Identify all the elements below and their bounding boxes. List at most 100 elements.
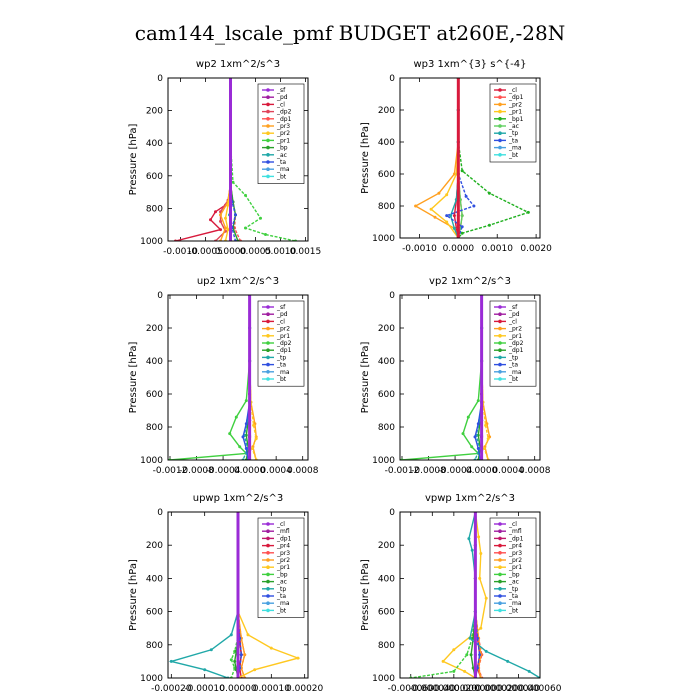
data-point (219, 219, 222, 223)
data-point (224, 216, 227, 220)
x-tick-label: 0.0000 (443, 244, 475, 254)
legend-marker (498, 536, 502, 541)
data-point (469, 653, 473, 657)
y-axis-label: Pressure [hPa] (360, 122, 371, 194)
legend-label: _pr3 (508, 550, 522, 557)
panel-title: vp2 1xm^2/s^3 (429, 276, 511, 287)
legend-label: _pr3 (276, 550, 290, 557)
data-point (229, 658, 233, 662)
data-point (487, 191, 491, 195)
data-point (477, 535, 481, 539)
x-tick-label: 0.0000 (234, 466, 266, 476)
legend-marker (266, 145, 270, 150)
data-point (452, 648, 456, 652)
legend-marker (266, 543, 270, 548)
y-axis-label: Pressure [hPa] (128, 559, 139, 631)
legend-label: _bt (276, 173, 287, 180)
data-point (224, 226, 227, 230)
legend-marker (498, 594, 502, 598)
x-tick-label: -0.0005 (188, 247, 223, 257)
legend-marker (266, 124, 270, 128)
panel-title: vpwp 1xm^2/s^3 (425, 493, 515, 504)
legend-marker (498, 138, 502, 143)
chart-panel-2: wp3 1xm^{3} s^{-4} Pressure [hPa] 0 200 400 6… (360, 59, 552, 254)
data-point (526, 210, 530, 214)
data-point (254, 437, 258, 441)
data-point (244, 399, 248, 403)
legend-marker (498, 355, 502, 360)
y-tick-label: 0 (157, 508, 163, 518)
y-tick-label: 0 (389, 74, 395, 84)
x-tick-label: 0.0008 (287, 466, 319, 476)
legend-label: _pr2 (276, 326, 290, 333)
x-tick-label: -0.0010 (402, 244, 437, 254)
data-point (476, 447, 480, 450)
data-point (464, 194, 468, 198)
legend-marker (498, 370, 502, 374)
legend-marker (498, 608, 502, 613)
data-point (445, 193, 449, 197)
legend-marker (498, 572, 502, 577)
data-point (472, 204, 476, 208)
y-axis-label: Pressure [hPa] (128, 124, 139, 196)
y-tick-label: 200 (146, 107, 163, 117)
x-tick-label: 0.0010 (481, 244, 513, 254)
y-tick-label: 600 (378, 608, 395, 618)
legend-marker (266, 160, 270, 164)
legend-label: _ta (508, 593, 518, 600)
legend-marker (498, 543, 502, 548)
legend-label: _dp1 (276, 116, 292, 123)
legend-marker (498, 522, 502, 526)
legend-label: _pd (276, 94, 288, 101)
legend-label: _tp (508, 586, 518, 593)
legend-marker (266, 341, 270, 345)
data-point (231, 180, 235, 184)
legend-label: _pr1 (276, 137, 290, 144)
data-point (487, 223, 491, 227)
legend-marker (498, 319, 502, 324)
data-point (209, 648, 213, 652)
legend: _cl_mfl_dp1_pr4_pr3_pr2_pr1_bp_ac_tp_ta_… (489, 517, 537, 618)
data-point (433, 215, 437, 219)
data-point (484, 423, 488, 427)
legend-marker (266, 95, 270, 99)
data-point (244, 226, 247, 230)
y-tick-label: 400 (146, 574, 163, 584)
legend-label: _ma (508, 369, 522, 376)
data-point (461, 432, 465, 436)
data-point (467, 537, 471, 541)
chart-panel-5: upwp 1xm^2/s^3 Pressure [hPa] 0 200 400 600 80… (128, 493, 324, 694)
data-point (228, 432, 232, 436)
legend-label: _pr2 (508, 101, 522, 108)
legend-marker (266, 558, 270, 562)
legend-marker (266, 536, 270, 541)
data-point (259, 216, 262, 220)
legend-label: _tp (276, 586, 286, 593)
legend-marker (498, 601, 502, 605)
legend-label: _pr1 (508, 333, 522, 340)
x-tick-label: -0.0004 (206, 466, 241, 476)
data-point (484, 596, 488, 600)
legend-marker (498, 88, 502, 92)
y-tick-label: 800 (146, 641, 163, 651)
legend-label: _ta (276, 362, 286, 369)
legend-label: _dp2 (276, 109, 292, 116)
panel-title: up2 1xm^2/s^3 (197, 276, 279, 287)
x-tick-label: -0.00010 (184, 684, 225, 694)
y-axis-label: Pressure [hPa] (360, 342, 371, 414)
legend-label: _ma (276, 166, 290, 173)
legend-label: _ma (276, 369, 290, 376)
plot-frame (399, 511, 541, 679)
legend-marker (266, 608, 270, 613)
legend-marker (498, 117, 502, 121)
y-tick-label: 600 (146, 172, 163, 182)
legend-marker (498, 362, 502, 367)
data-point (479, 552, 483, 555)
y-axis-label: Pressure [hPa] (128, 342, 139, 414)
x-tick-label: -0.000060 (388, 684, 434, 694)
data-point (470, 445, 474, 449)
data-point (414, 204, 418, 208)
legend-label: _bp (276, 571, 288, 578)
legend-label: _bp (276, 145, 288, 152)
